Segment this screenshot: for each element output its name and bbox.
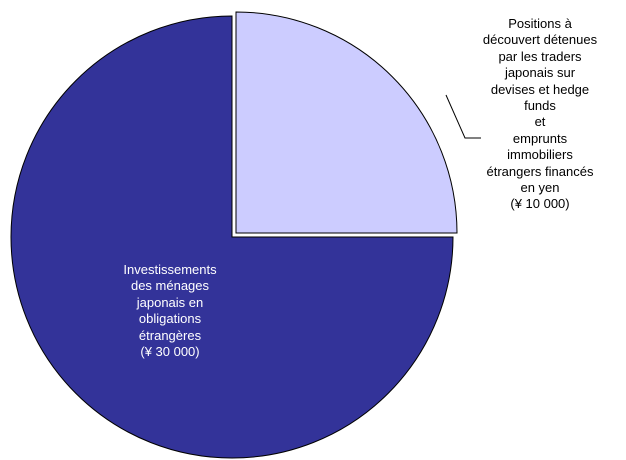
label-line: japonais en (136, 294, 204, 310)
slice-label-household-investments: Investissements des ménages japonais en obl… (100, 262, 240, 360)
pie-slice-short-positions (235, 11, 458, 234)
leader-line (445, 94, 481, 139)
label-line: étrangers financés (486, 163, 594, 179)
pie-slices (10, 11, 458, 459)
label-line: Positions à (508, 16, 572, 31)
label-line: funds (524, 98, 556, 114)
label-line: japonais sur (504, 65, 576, 81)
label-line: obligations (138, 311, 202, 327)
label-line: (¥ 30 000) (140, 344, 200, 360)
label-line: emprunts (512, 130, 568, 146)
label-line: immobiliers (507, 147, 573, 163)
label-line: (¥ 10 000) (510, 196, 570, 212)
pie-slice-household-investments (10, 15, 454, 459)
slice-label-short-positions: Positions à découvert détenues par les tra… (454, 16, 626, 213)
label-line: des ménages (130, 278, 210, 294)
label-line: découvert détenues (482, 32, 598, 48)
label-line: et (534, 114, 546, 130)
label-line: par les traders (498, 48, 582, 64)
label-line: en yen (520, 180, 560, 196)
label-line: Investissements (123, 262, 217, 277)
label-line: devises et hedge (490, 81, 590, 97)
label-line: étrangères (138, 327, 202, 343)
